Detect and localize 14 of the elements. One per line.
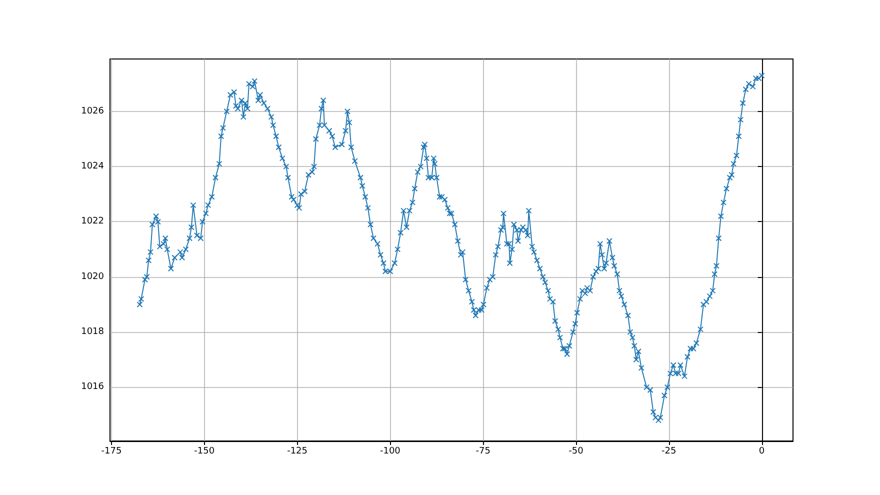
- x-tick-label: -50: [568, 446, 584, 456]
- x-tick-label: -25: [662, 446, 676, 456]
- x-tick-label: -150: [194, 446, 215, 456]
- y-tick-label: 1026: [81, 106, 104, 116]
- x-tick-label: -75: [476, 446, 490, 456]
- x-tick-label: -125: [287, 446, 308, 456]
- x-tick-label: 0: [758, 446, 765, 456]
- y-tick-label: 1016: [81, 382, 104, 392]
- y-tick-label: 1024: [81, 162, 104, 172]
- y-tick-label: 1020: [81, 272, 104, 282]
- y-tick-label: 1018: [81, 327, 104, 338]
- x-tick-label: -175: [101, 446, 122, 456]
- x-tick-label: -100: [380, 446, 401, 456]
- y-tick-label: 1022: [81, 216, 104, 227]
